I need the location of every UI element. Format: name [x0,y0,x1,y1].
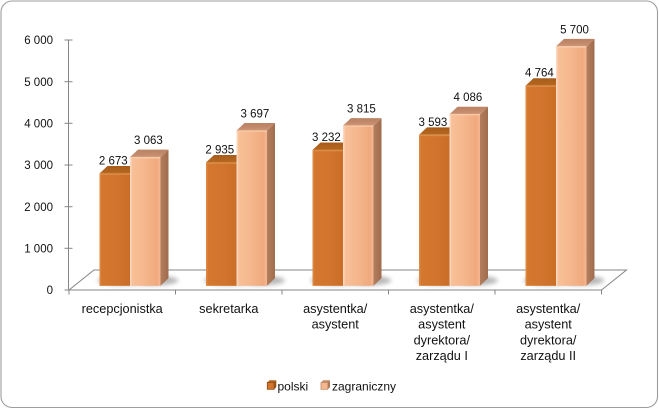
svg-text:3 593: 3 593 [419,117,448,129]
svg-text:6 000: 6 000 [24,35,53,47]
svg-text:3 000: 3 000 [24,160,53,172]
svg-text:5 000: 5 000 [24,77,53,89]
svg-text:2 935: 2 935 [205,145,234,157]
svg-text:3 815: 3 815 [347,104,376,116]
svg-text:5 700: 5 700 [560,24,589,36]
svg-text:4 000: 4 000 [24,119,53,131]
svg-text:polski: polski [278,380,309,394]
svg-text:2 673: 2 673 [99,156,128,168]
svg-text:1 000: 1 000 [24,244,53,256]
svg-text:recepcjonistka: recepcjonistka [82,302,164,316]
svg-text:3 063: 3 063 [134,135,163,147]
svg-text:zagraniczny: zagraniczny [332,380,396,394]
svg-text:2 000: 2 000 [24,202,53,214]
svg-text:4 086: 4 086 [454,92,483,104]
svg-text:3 232: 3 232 [312,132,341,144]
svg-text:3 697: 3 697 [241,109,270,121]
svg-text:asystentka/asystent: asystentka/asystent [303,302,368,332]
svg-text:sekretarka: sekretarka [199,302,259,316]
svg-text:0: 0 [47,285,53,297]
svg-text:4 764: 4 764 [525,68,554,80]
